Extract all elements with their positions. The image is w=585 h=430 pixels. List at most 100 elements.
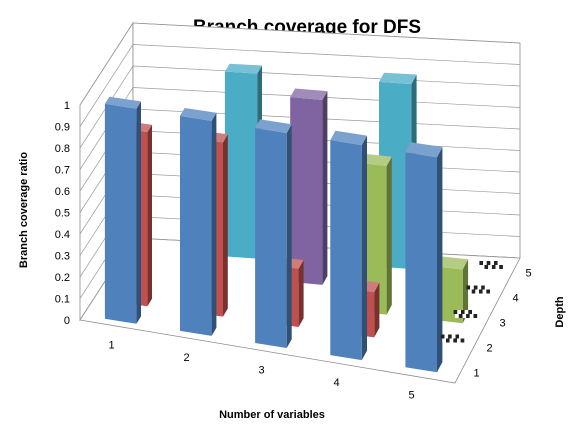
x-tick-label: 1 [108, 339, 114, 351]
depth-marker-cell [484, 265, 489, 269]
depth-marker-cell [480, 265, 485, 269]
depth-marker-cell [473, 314, 478, 318]
x-tick-label: 2 [183, 352, 189, 364]
bar-front [290, 97, 323, 285]
depth-marker-cell [468, 310, 472, 314]
depth-marker-cell [491, 265, 496, 269]
depth-marker-cell [440, 334, 445, 339]
depth-marker-cell [455, 314, 459, 318]
depth-marker [479, 261, 503, 269]
gridline [79, 22, 521, 106]
bars [104, 63, 469, 373]
depth-marker-cell [486, 289, 490, 294]
z-axis-label: Depth [554, 296, 566, 327]
bar-depth-1-vars-5 [405, 142, 443, 373]
depth-markers [440, 261, 503, 343]
bar-side [462, 259, 469, 324]
bar-top [224, 63, 262, 74]
bar-top [405, 142, 443, 158]
depth-marker-cell [468, 289, 472, 294]
bar-top [330, 130, 367, 146]
bar-depth-1-vars-3 [255, 119, 292, 348]
depth-marker-cell [446, 338, 450, 343]
depth-marker-cell [477, 285, 482, 290]
depth-marker-cell [457, 338, 461, 343]
bar-side [437, 147, 443, 373]
depth-marker-cell [470, 285, 474, 290]
y-tick-label: 0.1 [55, 294, 70, 306]
y-tick-label: 0.6 [55, 186, 70, 198]
depth-marker-cell [486, 261, 491, 265]
depth-marker-cell [483, 261, 487, 265]
depth-marker-cell [458, 314, 463, 318]
depth-marker-cell [457, 310, 461, 314]
depth-marker-cell [453, 310, 458, 314]
bar-side [386, 156, 392, 315]
y-axis-label: Branch coverage ratio [18, 152, 30, 268]
bar-top [104, 96, 141, 109]
depth-marker-cell [479, 289, 483, 294]
depth-marker-cell [449, 338, 454, 343]
z-tick-label: 3 [500, 318, 506, 330]
bar-front [405, 152, 437, 373]
depth-marker-cell [462, 314, 467, 318]
depth-marker-cell [451, 334, 456, 339]
tick-labels: 0 0.1 0.2 0.3 0.4 0.5 0.6 0.7 0.8 0.9 1 1 2 3 4 5 1 2 3 4 5 [55, 100, 532, 402]
depth-marker-cell [475, 289, 479, 294]
depth-marker-cell [464, 310, 469, 314]
bar-depth-1-vars-4 [330, 130, 367, 361]
depth-marker-cell [479, 261, 484, 265]
y-tick-label: 0.9 [55, 122, 70, 134]
depth-marker-cell [473, 285, 478, 290]
depth-marker-cell [472, 310, 476, 314]
bar-top [290, 88, 328, 100]
bar-front [104, 103, 137, 324]
y-tick-label: 0.2 [55, 272, 70, 284]
bar-side [322, 91, 328, 285]
bar-depth-4-vars-3 [290, 88, 328, 285]
bar-top [180, 108, 217, 121]
depth-marker-cell [466, 314, 470, 318]
depth-marker-cell [460, 338, 465, 343]
z-tick-label: 4 [513, 293, 519, 305]
depth-marker [466, 285, 490, 294]
depth-marker-cell [482, 289, 487, 294]
z-tick-label: 2 [487, 343, 493, 355]
depth-marker-cell [484, 285, 489, 290]
y-tick-label: 1 [64, 100, 70, 112]
depth-marker-cell [448, 334, 452, 339]
bar-side [136, 101, 141, 324]
bar-front [330, 140, 362, 361]
bar-side [223, 134, 228, 317]
y-tick-label: 0.8 [55, 143, 70, 155]
y-tick-label: 0.5 [55, 208, 70, 220]
y-tick-label: 0.4 [55, 229, 70, 241]
bar-top [379, 72, 417, 85]
depth-marker-cell [466, 285, 471, 290]
depth-marker [440, 334, 465, 343]
bar-depth-1-vars-2 [180, 108, 217, 336]
bar-side [298, 260, 304, 327]
depth-marker-cell [469, 314, 474, 318]
bar-top [255, 119, 292, 133]
y-tick-label: 0 [64, 315, 70, 327]
depth-marker-cell [499, 265, 503, 269]
depth-marker-cell [494, 261, 498, 265]
bar-side [211, 112, 217, 336]
depth-marker-cell [490, 261, 495, 265]
bar-side [374, 282, 380, 338]
bar-side [286, 124, 292, 348]
z-tick-label: 1 [474, 368, 480, 380]
y-tick-label: 0.7 [55, 165, 70, 177]
y-tick-label: 0.3 [55, 251, 70, 263]
depth-marker-cell [497, 261, 502, 265]
z-tick-label: 5 [526, 268, 532, 280]
depth-marker-cell [495, 265, 500, 269]
bar-front [255, 128, 287, 348]
x-axis-label: Number of variables [219, 409, 325, 421]
bar-depth-1-vars-1 [104, 96, 141, 324]
x-tick-label: 5 [408, 390, 414, 402]
depth-marker-cell [442, 338, 446, 343]
